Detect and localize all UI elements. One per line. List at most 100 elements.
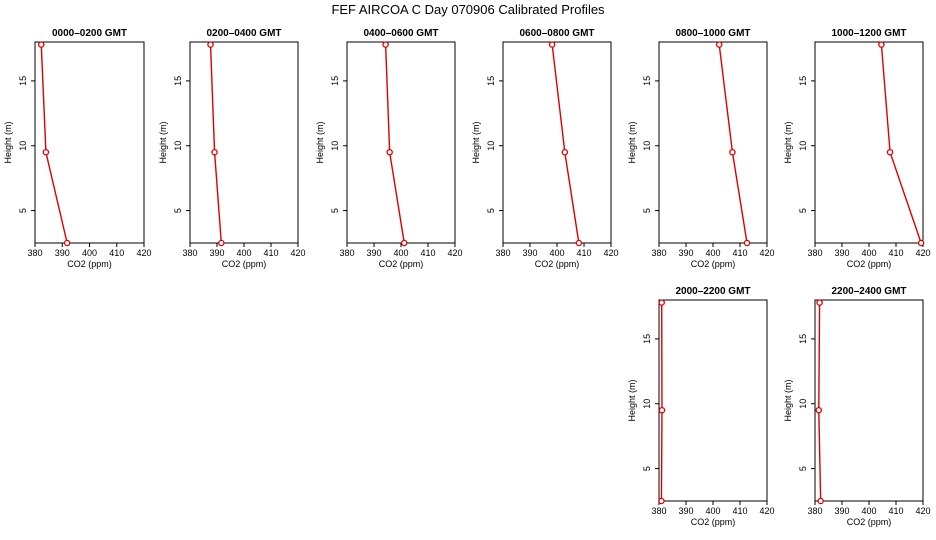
x-tick-label: 410 [263, 248, 278, 258]
data-point [817, 497, 824, 505]
panel-title: 0200–0400 GMT [206, 28, 281, 39]
plot-frame [658, 299, 768, 502]
y-tick-label: 10 [330, 141, 340, 151]
x-tick-label: 380 [651, 506, 666, 516]
x-tick-label: 420 [759, 506, 774, 516]
profile-line [209, 44, 223, 244]
plot-frame [346, 41, 456, 244]
x-tick-label: 420 [136, 248, 151, 258]
x-tick-label: 400 [861, 506, 876, 516]
profile-line [818, 302, 822, 502]
x-tick-label: 380 [495, 248, 510, 258]
x-axis-label: CO2 (ppm) [847, 259, 892, 269]
figure-title: FEF AIRCOA C Day 070906 Calibrated Profi… [331, 2, 605, 17]
y-tick-label: 5 [486, 208, 496, 213]
y-tick-label: 10 [798, 399, 808, 409]
y-tick-label: 15 [798, 334, 808, 344]
y-axis-label: Height (m) [627, 379, 637, 421]
data-point [816, 299, 823, 306]
x-tick-label: 420 [603, 248, 618, 258]
profile-panel: 2000–2200 GMT 380 390 400 410 420 5 10 15 CO2 (pp… [627, 286, 775, 527]
y-axis-label: Height (m) [783, 121, 793, 163]
x-axis-label: CO2 (ppm) [222, 259, 267, 269]
data-point [815, 406, 823, 414]
y-tick-label: 15 [798, 76, 808, 86]
data-point [561, 148, 569, 156]
data-point [63, 239, 71, 247]
x-tick-label: 410 [732, 248, 747, 258]
data-point [400, 239, 408, 247]
x-tick-label: 410 [109, 248, 124, 258]
panel-title: 2000–2200 GMT [675, 286, 750, 297]
x-tick-label: 410 [888, 506, 903, 516]
data-point [658, 406, 666, 414]
x-tick-label: 410 [576, 248, 591, 258]
x-tick-label: 410 [888, 248, 903, 258]
x-tick-label: 420 [915, 506, 930, 516]
x-tick-label: 390 [55, 248, 70, 258]
x-tick-label: 390 [834, 248, 849, 258]
y-tick-label: 15 [486, 76, 496, 86]
data-point [218, 239, 225, 247]
x-tick-label: 400 [705, 248, 720, 258]
profile-line [551, 44, 580, 244]
data-point [658, 497, 665, 505]
y-tick-label: 5 [642, 466, 652, 471]
x-tick-label: 420 [447, 248, 462, 258]
y-tick-label: 5 [173, 208, 183, 213]
y-tick-label: 10 [642, 399, 652, 409]
panel-title: 2200–2400 GMT [831, 286, 906, 297]
data-point [207, 41, 214, 48]
y-tick-label: 10 [18, 141, 28, 151]
panel-title: 0600–0800 GMT [519, 28, 594, 39]
y-tick-label: 15 [642, 334, 652, 344]
x-tick-label: 400 [82, 248, 97, 258]
y-axis-label: Height (m) [315, 121, 325, 163]
x-tick-label: 390 [522, 248, 537, 258]
x-tick-label: 390 [834, 506, 849, 516]
profile-line [718, 44, 748, 244]
profile-line [660, 302, 663, 502]
profile-panel: 0000–0200 GMT 380 390 400 410 420 5 10 15 CO2 (pp… [3, 28, 152, 269]
profile-panel: 2200–2400 GMT 380 390 400 410 420 5 10 15 CO2 (pp… [783, 286, 931, 527]
data-point [42, 148, 50, 156]
x-tick-label: 380 [807, 248, 822, 258]
panel-title: 0000–0200 GMT [52, 28, 127, 39]
x-tick-label: 380 [182, 248, 197, 258]
y-axis-label: Height (m) [471, 121, 481, 163]
x-tick-label: 400 [549, 248, 564, 258]
x-tick-label: 380 [27, 248, 42, 258]
profile-panel: 1000–1200 GMT 380 390 400 410 420 5 10 15 CO2 (pp… [783, 28, 931, 269]
data-point [715, 41, 723, 48]
data-point [878, 41, 885, 48]
x-axis-label: CO2 (ppm) [691, 517, 736, 527]
profile-line [40, 44, 68, 244]
x-tick-label: 380 [807, 506, 822, 516]
x-tick-label: 400 [393, 248, 408, 258]
x-tick-label: 390 [366, 248, 381, 258]
x-tick-label: 410 [732, 506, 747, 516]
plot-frame [814, 299, 924, 502]
profile-panels: 0000–0200 GMT 380 390 400 410 420 5 10 15 CO2 (pp… [3, 28, 931, 527]
data-point [38, 41, 45, 48]
data-point [917, 239, 925, 247]
profile-line [384, 44, 405, 244]
x-axis-label: CO2 (ppm) [67, 259, 112, 269]
y-tick-label: 10 [642, 141, 652, 151]
x-tick-label: 400 [861, 248, 876, 258]
data-point [575, 239, 583, 247]
y-tick-label: 5 [330, 208, 340, 213]
x-tick-label: 410 [420, 248, 435, 258]
x-axis-label: CO2 (ppm) [691, 259, 736, 269]
y-tick-label: 15 [330, 76, 340, 86]
panel-title: 0800–1000 GMT [675, 28, 750, 39]
profile-line [880, 44, 922, 244]
plot-frame [34, 41, 145, 244]
y-tick-label: 5 [798, 466, 808, 471]
data-point [548, 41, 556, 48]
plot-frame [658, 41, 768, 244]
data-point [729, 148, 736, 156]
x-axis-label: CO2 (ppm) [379, 259, 424, 269]
y-tick-label: 5 [798, 208, 808, 213]
